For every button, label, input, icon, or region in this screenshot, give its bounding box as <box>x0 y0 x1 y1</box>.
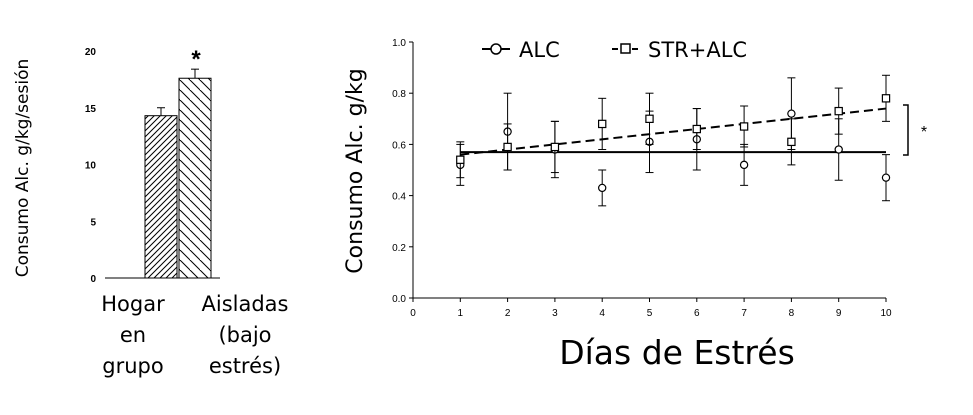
line-chart-x-tick-label: 5 <box>647 308 653 319</box>
legend-item-str-alc: STR+ALC <box>612 38 747 62</box>
data-point-square <box>503 142 512 152</box>
line-chart-y-tick-label: 1.0 <box>392 38 406 49</box>
data-point-square <box>645 114 654 123</box>
line-chart-y-ticks: 0.0 0.2 0.4 0.6 0.8 1.0 <box>392 38 413 305</box>
bar-chart-y-ticks: 0 5 10 15 20 <box>85 47 97 285</box>
bar-chart-category-label: estrés) <box>209 354 281 378</box>
bar <box>144 115 178 279</box>
bar-chart-category-labels: Hogar en grupo Aisladas (bajo estrés) <box>101 292 288 378</box>
bar-chart: Consumo Alc. g/kg/sesión 0 5 10 15 20 Hogar e… <box>13 46 288 378</box>
legend-square-marker <box>620 43 631 54</box>
data-point-square <box>881 94 891 103</box>
line-chart-x-ticks: 0 1 2 3 4 5 6 7 8 9 10 <box>410 298 892 319</box>
line-chart-x-tick-label: 3 <box>552 308 558 319</box>
data-point-square <box>692 124 702 134</box>
bar-chart-category-label: grupo <box>102 354 163 378</box>
line-chart-series <box>456 74 891 207</box>
bar-chart-significance-star: * <box>191 46 201 73</box>
line-chart-x-tick-label: 8 <box>789 308 795 319</box>
data-point-circle <box>739 160 749 170</box>
line-chart-y-tick-label: 0.6 <box>392 140 406 151</box>
line-chart-x-tick-label: 0 <box>410 308 416 319</box>
bar-chart-y-tick-label: 15 <box>85 104 97 115</box>
line-chart-x-tick-label: 6 <box>694 308 700 319</box>
line-chart-x-tick-label: 2 <box>505 308 511 319</box>
bar-chart-category-label: Hogar <box>101 292 165 316</box>
line-chart-significance-bracket: * <box>903 104 927 156</box>
bar-chart-bars <box>144 68 212 279</box>
line-chart-y-axis-label: Consumo Alc. g/kg <box>343 68 368 273</box>
line-chart-x-tick-label: 9 <box>836 308 842 319</box>
bar-chart-category-label: (bajo <box>218 323 271 347</box>
bar-chart-y-tick-label: 0 <box>90 274 96 285</box>
bar-chart-y-tick-label: 20 <box>85 47 97 58</box>
data-point-square <box>456 155 465 164</box>
line-chart-y-tick-label: 0.2 <box>392 243 406 254</box>
line-chart: Consumo Alc. g/kg Días de Estrés 0 1 2 3 4 5 6… <box>343 38 927 372</box>
bar-chart-category-label: en <box>120 323 146 347</box>
data-point-square <box>597 119 607 129</box>
series-trend-line <box>460 107 887 156</box>
data-point-square <box>550 142 560 152</box>
data-point-square <box>787 137 796 147</box>
bar <box>178 77 212 279</box>
bar-chart-category-label: Aisladas <box>202 292 289 316</box>
data-point-square <box>834 106 843 116</box>
line-chart-y-tick-label: 0.8 <box>392 89 406 100</box>
legend-label-alc: ALC <box>519 38 560 62</box>
data-point-circle <box>834 145 843 154</box>
data-point-circle <box>881 173 891 182</box>
data-point-circle <box>598 183 607 193</box>
data-point-square <box>739 122 749 131</box>
line-chart-significance-star: * <box>921 124 927 141</box>
bar-chart-y-tick-label: 5 <box>90 217 96 228</box>
bar-chart-y-axis-label: Consumo Alc. g/kg/sesión <box>13 59 33 278</box>
legend-circle-marker <box>490 43 502 55</box>
line-chart-x-tick-label: 7 <box>741 308 747 319</box>
line-chart-x-tick-label: 4 <box>599 308 605 319</box>
line-chart-y-tick-label: 0.0 <box>392 294 406 305</box>
line-chart-y-tick-label: 0.4 <box>392 192 406 203</box>
data-point-circle <box>787 109 796 118</box>
series-str-alc <box>456 74 891 179</box>
legend-item-alc: ALC <box>482 38 560 62</box>
line-chart-x-axis-label: Días de Estrés <box>559 333 795 372</box>
legend-label-str-alc: STR+ALC <box>648 38 747 62</box>
series-alc <box>456 77 891 207</box>
line-chart-x-tick-label: 1 <box>458 308 464 319</box>
line-chart-x-tick-label: 10 <box>880 308 892 319</box>
line-chart-legend: ALC STR+ALC <box>482 38 747 62</box>
bar-chart-y-tick-label: 10 <box>85 161 97 172</box>
